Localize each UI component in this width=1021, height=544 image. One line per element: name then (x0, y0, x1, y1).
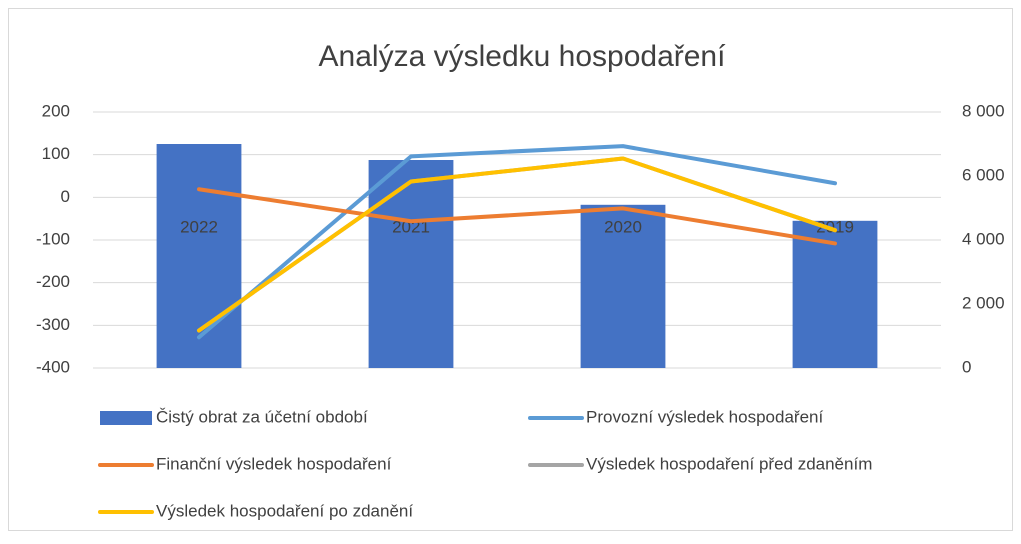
legend-label: Výsledek hospodaření po zdanění (156, 501, 413, 520)
bar (368, 160, 454, 368)
y-tick-label: 100 (42, 144, 70, 163)
x-tick-label: 2020 (604, 217, 642, 236)
y-tick-label: -400 (36, 357, 70, 376)
y-tick-label: 0 (61, 187, 70, 206)
y2-tick-label: 4 000 (962, 229, 1005, 248)
legend-label: Finanční výsledek hospodaření (156, 454, 392, 473)
legend-swatch (100, 411, 152, 425)
y-tick-label: -200 (36, 272, 70, 291)
line-series (197, 144, 837, 340)
y-tick-label: 200 (42, 101, 70, 120)
chart-title: Analýza výsledku hospodaření (319, 40, 727, 73)
x-tick-label: 2022 (180, 217, 218, 236)
line-series (197, 156, 837, 333)
legend-label: Provozní výsledek hospodaření (586, 407, 823, 426)
x-tick-label: 2019 (816, 217, 854, 236)
y2-tick-label: 6 000 (962, 165, 1005, 184)
y-tick-label: -100 (36, 229, 70, 248)
line-series (197, 187, 837, 246)
y2-tick-label: 0 (962, 357, 971, 376)
y2-tick-label: 2 000 (962, 293, 1005, 312)
y2-tick-label: 8 000 (962, 101, 1005, 120)
legend-label: Výsledek hospodaření před zdaněním (586, 454, 872, 473)
bar (580, 204, 666, 368)
legend-label: Čistý obrat za účetní období (156, 407, 368, 426)
bar (156, 144, 242, 368)
y-tick-label: -300 (36, 315, 70, 334)
